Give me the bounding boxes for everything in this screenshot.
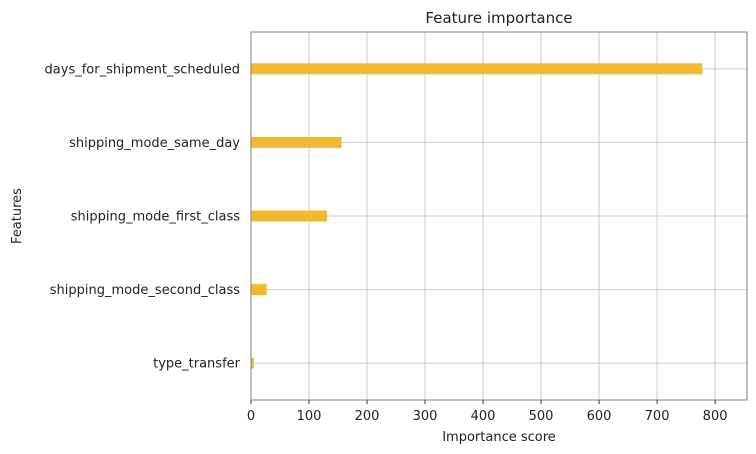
x-tick-label: 400 (471, 409, 496, 424)
y-category-label: shipping_mode_same_day (69, 136, 240, 151)
x-axis-title: Importance score (442, 430, 556, 445)
x-tick-label: 500 (529, 409, 554, 424)
y-category-label: shipping_mode_second_class (50, 283, 240, 298)
y-axis-title: Features (10, 188, 25, 244)
bar (251, 63, 703, 75)
y-category-label: days_for_shipment_scheduled (45, 62, 240, 77)
x-tick-label: 700 (645, 409, 670, 424)
bar (251, 210, 327, 222)
x-tick-layer: 0 100 200 300 400 500 600 700 800 (247, 400, 728, 424)
y-category-label: shipping_mode_first_class (71, 210, 241, 225)
x-tick-label: 100 (297, 409, 322, 424)
bar-layer (251, 63, 703, 369)
chart-title: Feature importance (425, 9, 572, 27)
x-tick-label: 600 (587, 409, 612, 424)
x-tick-label: 0 (247, 409, 255, 424)
bar (251, 357, 254, 369)
x-tick-label: 300 (413, 409, 438, 424)
x-tick-label: 200 (355, 409, 380, 424)
plot-frame (250, 31, 748, 401)
bar (251, 284, 267, 296)
x-tick-label: 800 (703, 409, 728, 424)
y-category-label: type_transfer (153, 357, 241, 372)
y-category-layer: days_for_shipment_scheduled shipping_mode… (45, 62, 241, 371)
bar (251, 136, 342, 148)
